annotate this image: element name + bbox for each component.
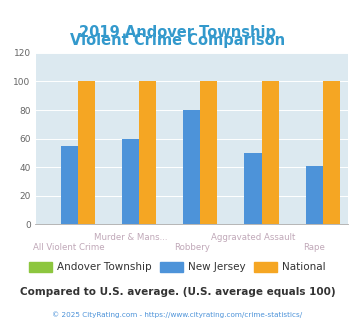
Text: Violent Crime Comparison: Violent Crime Comparison <box>70 33 285 48</box>
Bar <box>306 166 323 224</box>
Bar <box>200 82 217 224</box>
Bar <box>262 82 279 224</box>
Bar <box>183 110 200 224</box>
Bar <box>122 139 139 224</box>
Text: Robbery: Robbery <box>174 243 210 251</box>
Text: Compared to U.S. average. (U.S. average equals 100): Compared to U.S. average. (U.S. average … <box>20 287 335 297</box>
Text: Aggravated Assault: Aggravated Assault <box>211 233 295 242</box>
Bar <box>61 146 78 224</box>
Text: Murder & Mans...: Murder & Mans... <box>94 233 167 242</box>
Text: Rape: Rape <box>303 243 325 251</box>
Text: 2019 Andover Township: 2019 Andover Township <box>79 25 276 40</box>
Text: All Violent Crime: All Violent Crime <box>33 243 105 251</box>
Bar <box>139 82 156 224</box>
Bar <box>244 153 262 224</box>
Text: © 2025 CityRating.com - https://www.cityrating.com/crime-statistics/: © 2025 CityRating.com - https://www.city… <box>53 312 302 318</box>
Bar <box>78 82 95 224</box>
Bar <box>323 82 340 224</box>
Legend: Andover Township, New Jersey, National: Andover Township, New Jersey, National <box>25 258 330 277</box>
